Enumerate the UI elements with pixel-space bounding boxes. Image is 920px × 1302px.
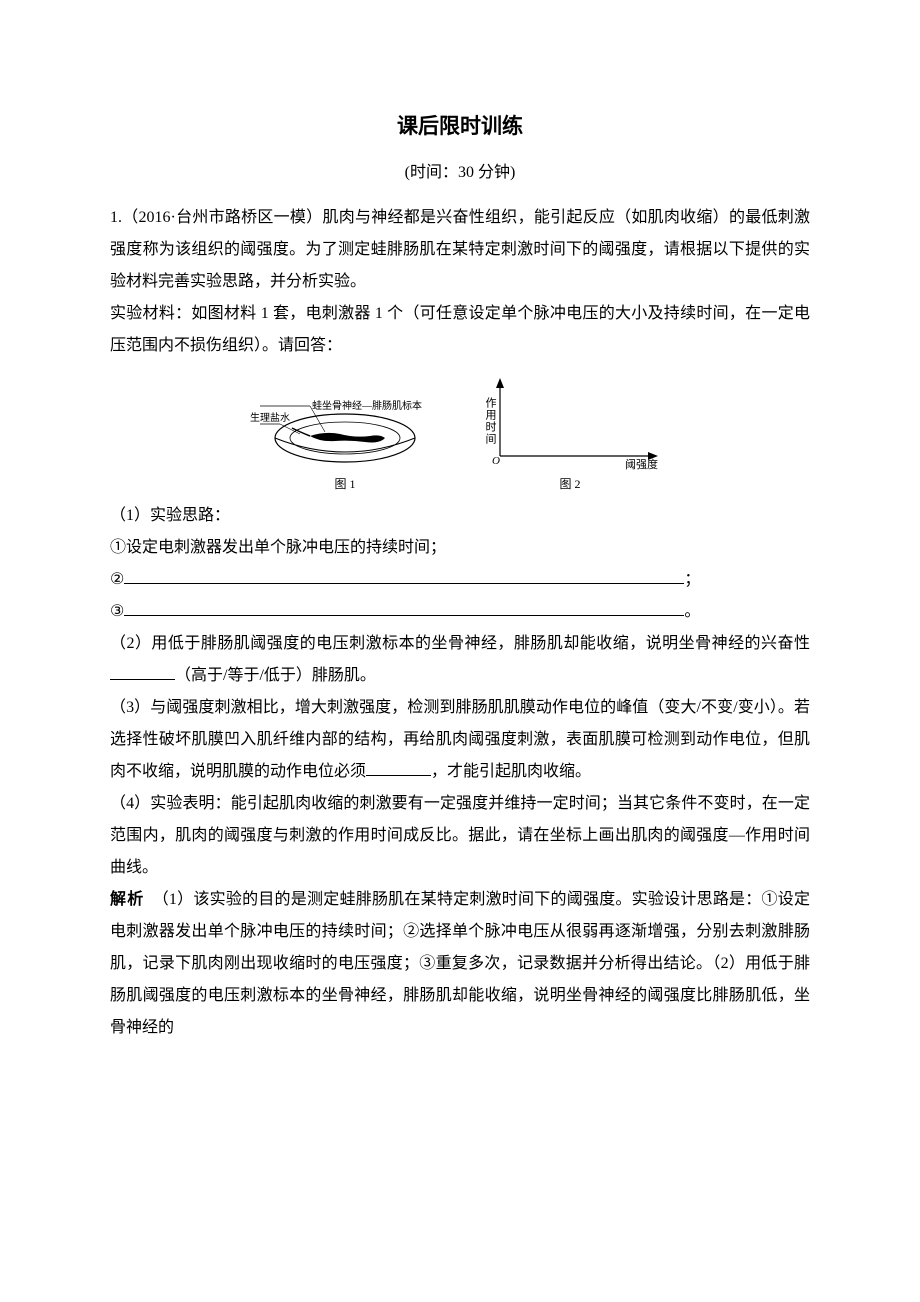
part4: （4）实验表明：能引起肌肉收缩的刺激要有一定强度并维持一定时间；当其它条件不变时… [110, 788, 810, 884]
page-subtitle: (时间：30 分钟) [110, 158, 810, 182]
blank-part2 [110, 664, 175, 680]
fig1-nerve-label: 蛙坐骨神经—腓肠肌标本 [312, 399, 422, 412]
analysis-body: （1）该实验的目的是测定蛙腓肠肌在某特定刺激时间下的阈强度。实验设计思路是：①设… [110, 891, 810, 1036]
part3: （3）与阈强度刺激相比，增大刺激强度，检测到腓肠肌肌膜动作电位的峰值（变大/不变… [110, 692, 810, 788]
question-header: 1.（2016·台州市路桥区一模）肌肉与神经都是兴奋性组织，能引起反应（如肌肉收… [110, 202, 810, 298]
fig1-saline-label: 生理盐水 [250, 411, 290, 424]
fig2-caption: 图 2 [559, 475, 580, 492]
specimen-body [310, 433, 385, 443]
step2-num: ② [110, 571, 124, 588]
fig1-svg: 蛙坐骨神经—腓肠肌标本 生理盐水 [250, 376, 440, 471]
y-arrow [496, 378, 504, 388]
analysis: 解析 （1）该实验的目的是测定蛙腓肠肌在某特定刺激时间下的阈强度。实验设计思路是… [110, 884, 810, 1044]
part1-step1: ①设定电刺激器发出单个脉冲电压的持续时间； [110, 532, 810, 564]
blank-step3 [124, 600, 684, 616]
step3-num: ③ [110, 603, 124, 620]
y-axis-label: 作用时间 [484, 397, 497, 445]
part2-a: （2）用低于腓肠肌阈强度的电压刺激标本的坐骨神经，腓肠肌却能收缩，说明坐骨神经的… [110, 635, 810, 652]
part1-step3: ③。 [110, 596, 810, 628]
part3-b: ，才能引起肌肉收缩。 [431, 763, 591, 780]
page-title: 课后限时训练 [110, 110, 810, 140]
analysis-label: 解析 [110, 891, 144, 908]
blank-step2 [124, 568, 684, 584]
part2-b: （高于/等于/低于）腓肠肌。 [175, 667, 376, 684]
figure-row: 蛙坐骨神经—腓肠肌标本 生理盐水 图 1 O 作用时间 阈强度 图 2 [110, 376, 810, 492]
part2: （2）用低于腓肠肌阈强度的电压刺激标本的坐骨神经，腓肠肌却能收缩，说明坐骨神经的… [110, 628, 810, 692]
step3-suffix: 。 [684, 603, 700, 620]
axis-origin: O [492, 455, 500, 467]
figure-1: 蛙坐骨神经—腓肠肌标本 生理盐水 图 1 [250, 376, 440, 492]
materials-text: 实验材料：如图材料 1 套，电刺激器 1 个（可任意设定单个脉冲电压的大小及持续… [110, 298, 810, 362]
figure-2: O 作用时间 阈强度 图 2 [470, 376, 670, 492]
x-axis-label: 阈强度 [625, 457, 658, 471]
saline-leader [280, 424, 300, 434]
blank-part3 [366, 760, 431, 776]
fig1-caption: 图 1 [334, 475, 355, 492]
specimen-nerve-line [292, 428, 310, 436]
step2-suffix: ； [684, 571, 700, 588]
part1-step2: ②； [110, 564, 810, 596]
fig2-svg: O 作用时间 阈强度 [470, 376, 670, 471]
part1-intro: （1）实验思路： [110, 500, 810, 532]
